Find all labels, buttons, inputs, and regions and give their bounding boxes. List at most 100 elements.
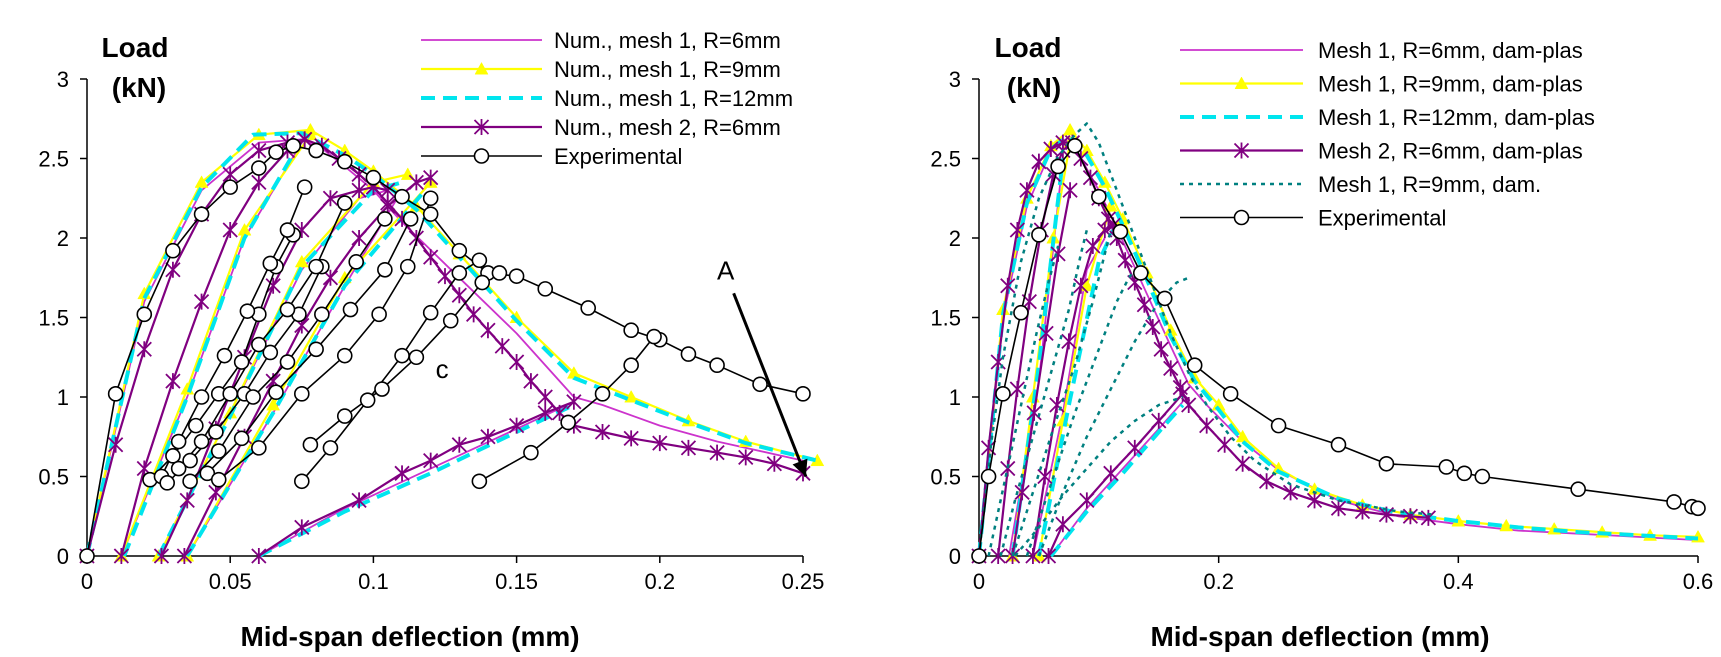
series-line (122, 138, 304, 557)
legend-label: Experimental (554, 144, 682, 169)
data-point (233, 430, 250, 447)
data-point (239, 303, 256, 319)
data-point (766, 455, 782, 472)
data-point (279, 354, 296, 370)
x-tick-label: 0.4 (1443, 569, 1474, 594)
data-point (265, 277, 281, 294)
legend-label: Experimental (1318, 206, 1446, 231)
data-point (170, 433, 187, 450)
legend-marker (1233, 209, 1250, 226)
data-point (336, 153, 353, 170)
data-point (136, 341, 152, 358)
data-point (480, 428, 496, 445)
series-line (1050, 401, 1184, 557)
data-point (1456, 465, 1473, 482)
data-point (1234, 455, 1251, 472)
data-point (1025, 548, 1041, 564)
data-point (245, 389, 261, 405)
legend-label: Mesh 1, R=9mm, dam. (1318, 172, 1541, 197)
data-point (322, 440, 339, 456)
x-tick-label: 0.1 (358, 569, 389, 594)
data-point (680, 346, 697, 362)
data-point (1000, 460, 1016, 477)
legend-marker (1233, 142, 1250, 159)
data-point (193, 293, 210, 310)
legend-label: Num., mesh 1, R=6mm (554, 28, 781, 53)
y-tick-label: 0 (57, 544, 69, 569)
data-point (451, 287, 467, 304)
data-point (442, 312, 459, 329)
series-line (1036, 229, 1116, 557)
data-point (1091, 188, 1107, 205)
data-point (508, 417, 525, 434)
data-point (1061, 333, 1077, 350)
data-point (336, 347, 353, 364)
data-point (1112, 223, 1129, 240)
data-point (523, 373, 539, 390)
data-point (107, 386, 124, 402)
chart-left: Load (kN) Mid-span deflection (mm) 0 0.05… (38, 28, 824, 652)
x-tick-label: 0 (973, 569, 985, 594)
data-point (423, 249, 439, 266)
data-point (108, 436, 124, 453)
x-tick-label: 0.05 (209, 569, 252, 594)
x-tick-label: 0.6 (1683, 569, 1714, 594)
data-point (623, 357, 639, 374)
data-point (423, 452, 439, 469)
legend-marker (474, 61, 489, 75)
legend-marker (473, 148, 490, 164)
plot-area-right: 0 0.2 0.4 0.6 0 0.5 1 1.5 2 2.5 3 (930, 67, 1713, 594)
data-point (394, 347, 410, 364)
data-point (752, 376, 768, 393)
data-point (222, 179, 238, 195)
x-axis-label: Mid-span deflection (mm) (1150, 621, 1489, 652)
data-point (293, 473, 310, 490)
y-tick-label: 1 (949, 385, 961, 410)
data-point (580, 300, 597, 316)
data-point (371, 306, 387, 323)
data-point (1037, 468, 1053, 485)
y-axis-label-line1: Load (102, 32, 169, 63)
data-point (1040, 548, 1057, 564)
data-point (1163, 360, 1179, 377)
data-point (594, 423, 611, 440)
data-point (1217, 436, 1233, 453)
data-point (113, 548, 130, 564)
data-point (176, 548, 193, 564)
data-point (336, 408, 353, 424)
data-point (182, 452, 198, 469)
series-5 (971, 137, 1706, 564)
data-point (980, 468, 997, 485)
data-point (193, 206, 210, 222)
series-line (85, 131, 818, 557)
data-point (165, 448, 181, 464)
legend-label: Mesh 1, R=6mm, dam-plas (1318, 38, 1583, 63)
data-point (1049, 396, 1065, 413)
series-line (1010, 158, 1065, 557)
data-point (165, 261, 181, 278)
data-point (179, 492, 195, 509)
y-tick-label: 2 (57, 226, 69, 251)
data-point (408, 230, 424, 246)
y-tick-label: 3 (57, 67, 69, 92)
data-point (193, 433, 210, 450)
y-tick-label: 0.5 (38, 465, 69, 490)
data-point (210, 471, 227, 488)
annotation-arrowhead (792, 458, 808, 477)
data-point (159, 475, 175, 491)
data-point (1151, 412, 1167, 429)
series-line (987, 245, 1060, 557)
y-axis-label-line2: (kN) (112, 72, 166, 103)
data-point (351, 182, 367, 199)
data-point (380, 198, 396, 215)
data-point (995, 386, 1011, 402)
data-point (293, 386, 310, 402)
data-point (1570, 481, 1586, 498)
data-point (136, 306, 153, 323)
data-point (251, 440, 267, 456)
y-tick-label: 2 (949, 226, 961, 251)
chart-right: Load (kN) Mid-span deflection (mm) 0 0.2 0… (930, 32, 1713, 652)
data-point (394, 188, 410, 205)
annotation-arrow (732, 292, 808, 478)
